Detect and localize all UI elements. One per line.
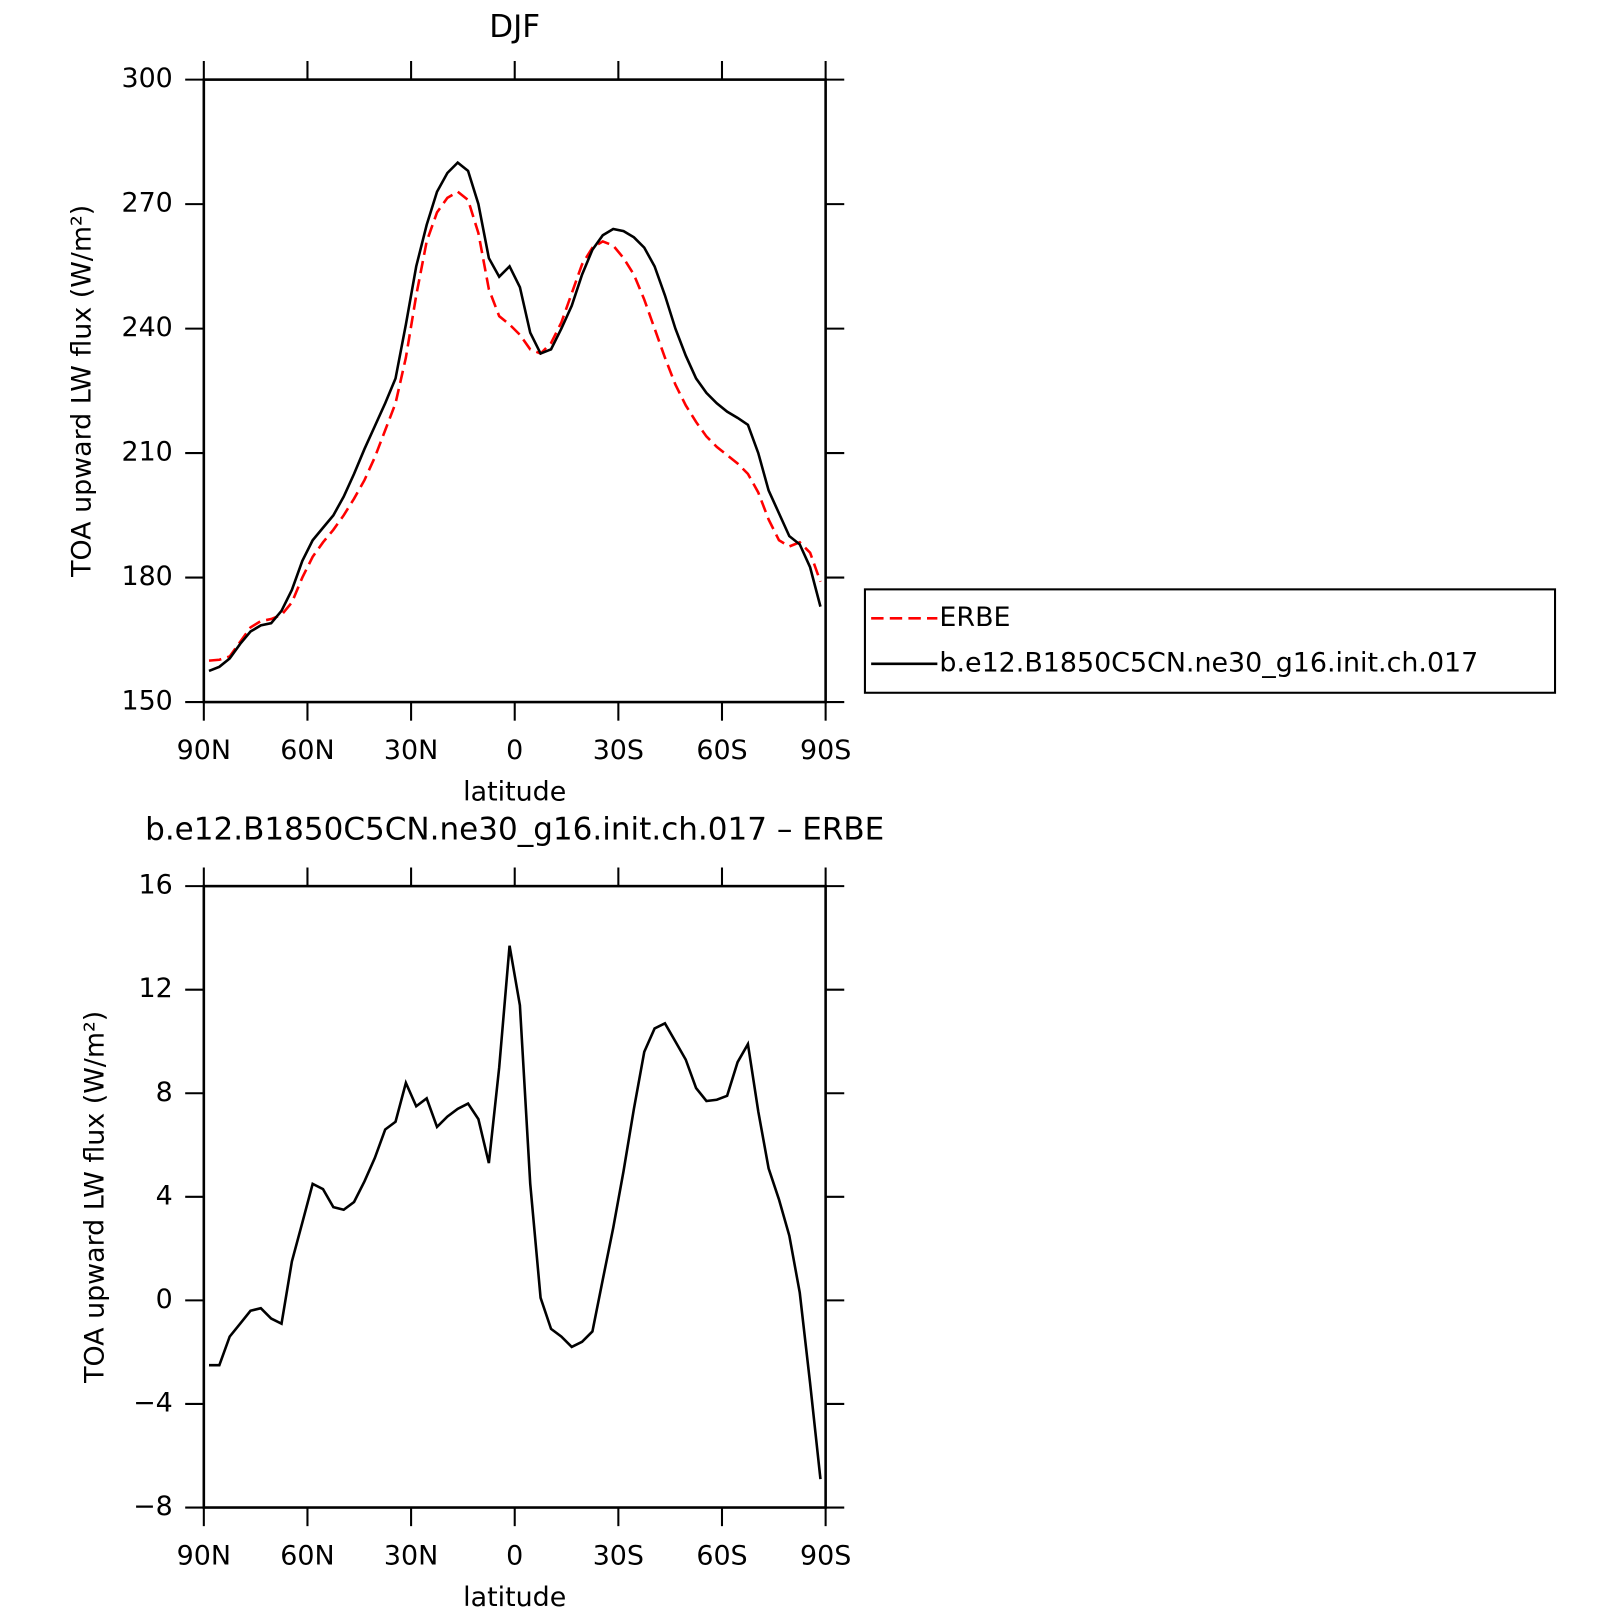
y-axis-label: TOA upward LW flux (W/m²) [66,205,97,578]
y-tick-label: 300 [121,63,172,94]
y-axis-label: TOA upward LW flux (W/m²) [80,1011,111,1384]
y-tick-label: 270 [121,188,172,219]
data-line [208,160,822,673]
chart-title: DJF [489,9,540,45]
x-axis-label: latitude [463,1582,566,1613]
legend: ERBE b.e12.B1850C5CN.ne30_g16.init.ch.017 [863,588,1557,694]
y-tick-label: 180 [121,561,172,592]
y-tick-label: 12 [139,973,173,1004]
y-tick-label: 210 [121,437,172,468]
legend-label: ERBE [939,602,1010,633]
x-tick-label: 60S [696,735,747,766]
y-tick-label: 8 [156,1077,173,1108]
x-tick-label: 90S [800,1541,851,1572]
y-tick-label: 150 [121,686,172,717]
legend-label: b.e12.B1850C5CN.ne30_g16.init.ch.017 [939,647,1478,678]
y-tick-label: 16 [139,870,173,901]
plot-frame [202,78,827,704]
plot-frame [202,884,827,1509]
chart-title: b.e12.B1850C5CN.ne30_g16.init.ch.017 – E… [145,811,884,847]
x-tick-label: 90S [800,735,851,766]
y-tick-label: −4 [133,1387,173,1418]
x-tick-label: 90N [177,1541,231,1572]
data-line [208,945,822,1480]
x-tick-label: 30N [384,735,438,766]
x-tick-label: 0 [506,735,523,766]
x-tick-label: 60S [696,1541,747,1572]
x-tick-label: 30S [593,735,644,766]
x-tick-label: 60N [280,735,334,766]
x-tick-label: 30N [384,1541,438,1572]
y-tick-label: 0 [156,1284,173,1315]
y-tick-label: 240 [121,312,172,343]
x-tick-label: 30S [593,1541,644,1572]
legend-box [863,588,1557,694]
x-axis-label: latitude [463,777,566,808]
x-tick-label: 0 [506,1541,523,1572]
y-tick-label: 4 [156,1180,173,1211]
data-line [208,190,822,662]
x-tick-label: 60N [280,1541,334,1572]
y-tick-label: −8 [133,1491,173,1522]
x-tick-label: 90N [177,735,231,766]
